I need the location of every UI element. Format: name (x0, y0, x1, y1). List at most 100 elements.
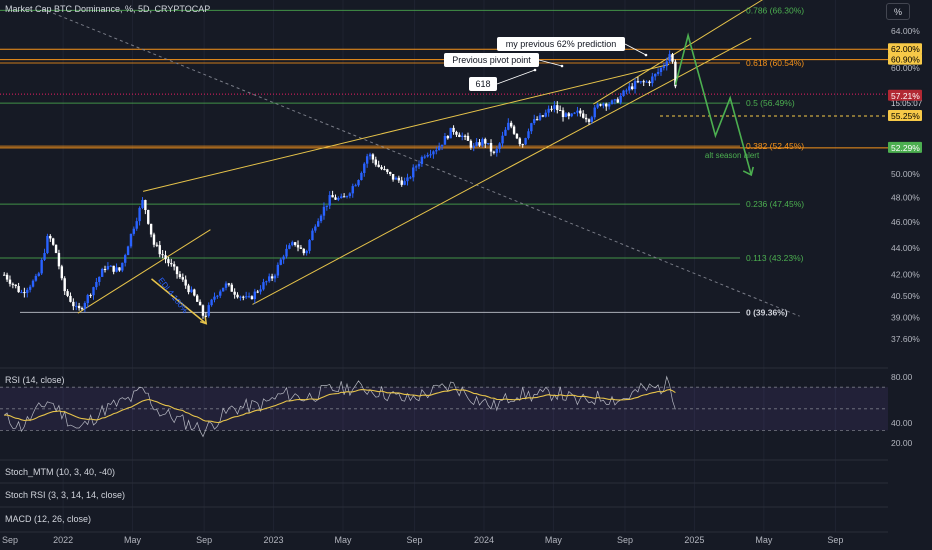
candle-body (414, 166, 418, 168)
candle-body (656, 71, 660, 74)
candle-body (201, 305, 205, 316)
candle-body (495, 148, 498, 153)
candle-body (141, 200, 144, 208)
candle-body (576, 110, 579, 113)
candle-body (299, 247, 303, 249)
x-tick-label: Sep (196, 535, 212, 545)
macd-label[interactable]: MACD (12, 26, close) (5, 514, 92, 524)
fib618-callout-pointer-dot (533, 68, 537, 72)
candle-body (348, 193, 352, 197)
candle-body (302, 248, 305, 254)
fib-label: 0.618 (60.54%) (746, 58, 804, 68)
candle-body (564, 113, 568, 118)
candle-body (538, 115, 542, 120)
candle-body (455, 131, 458, 135)
candle-body (619, 95, 622, 103)
candle-body (489, 143, 493, 152)
time-axis[interactable]: Sep 2022 May Sep 2023 May Sep 2024 May Sep 2025 May… (0, 531, 888, 545)
candle-body (394, 177, 398, 180)
candle-body (112, 265, 115, 272)
candle-body (357, 180, 360, 186)
x-tick-label: Sep (407, 535, 423, 545)
candle-body (40, 259, 43, 274)
candle-body (103, 268, 107, 270)
candle-body (579, 110, 582, 114)
candle-body (599, 104, 602, 106)
candle-body (642, 81, 645, 83)
stoch-rsi-label[interactable]: Stoch RSI (3, 3, 14, 14, close) (5, 490, 126, 500)
candle-body (501, 135, 504, 144)
old-channel-line (77, 229, 211, 314)
price-axis[interactable]: 64.00%62.00%60.00%57.37%55.25%52.29%50.0… (888, 26, 928, 344)
candle-body (492, 151, 496, 153)
candle-body (397, 177, 401, 181)
y-tick-label: 44.00% (891, 243, 920, 253)
candle-body (43, 253, 46, 260)
candle-body (276, 264, 280, 276)
candle-body (296, 244, 300, 248)
candle-body (383, 169, 386, 171)
candle-body (28, 286, 32, 290)
candle-body (75, 305, 78, 307)
candle-body (158, 245, 161, 255)
chart-title: Market Cap BTC Dominance, %, 5D, CRYPTOC… (5, 4, 211, 14)
candle-body (17, 286, 20, 293)
pivot-callout-pointer (538, 59, 563, 67)
x-tick-label: Sep (2, 535, 18, 545)
candle-body (135, 221, 138, 229)
candle-body (138, 207, 141, 222)
candle-body (51, 238, 55, 245)
candle-body (363, 163, 366, 173)
candle-body (481, 139, 484, 146)
price-badge-bg (888, 89, 922, 101)
candle-body (72, 301, 75, 307)
candle-body (596, 104, 599, 108)
candle-body (256, 291, 259, 293)
candle-body (247, 296, 251, 298)
candle-body (633, 81, 637, 89)
candle-body (106, 266, 110, 270)
candle-body (509, 122, 513, 127)
wedge-upper-line (142, 63, 670, 192)
candle-body (469, 140, 473, 148)
candle-body (216, 295, 219, 297)
rsi-label[interactable]: RSI (14, close) (5, 375, 65, 385)
candle-body (210, 299, 213, 306)
candle-body (3, 274, 6, 276)
candle-body (46, 235, 49, 254)
fib-label: 0.786 (66.30%) (746, 5, 804, 15)
candle-body (325, 205, 329, 207)
candle-body (175, 266, 179, 275)
stoch-mtm-label[interactable]: Stoch_MTM (10, 3, 40, -40) (5, 467, 116, 477)
candle-body (340, 196, 343, 199)
candle-body (639, 81, 643, 83)
candle-body (144, 200, 147, 211)
rsi-pane: 80.00 40.00 20.00 (0, 367, 913, 508)
candle-body (504, 129, 507, 136)
candle-body (115, 267, 118, 272)
candle-body (458, 134, 461, 138)
y-tick-label: 39.00% (891, 313, 920, 323)
candlestick-series (3, 50, 677, 319)
candle-body (556, 105, 559, 111)
y-tick-label: 40.50% (891, 291, 920, 301)
candle-body (573, 112, 576, 114)
pivot-callout-box (444, 53, 539, 67)
candle-body (512, 126, 516, 134)
price-badge-bg (888, 141, 922, 153)
candle-body (630, 86, 634, 89)
candle-body (193, 289, 196, 296)
candle-body (452, 127, 455, 132)
candle-body (400, 180, 403, 185)
x-tick-label: 2023 (264, 535, 284, 545)
candle-body (636, 81, 640, 83)
candle-body (486, 143, 490, 145)
candle-body (118, 267, 121, 271)
candle-body (671, 54, 674, 62)
candle-body (244, 296, 248, 298)
candle-body (584, 117, 588, 120)
prediction-callout-text: my previous 62% prediction (506, 39, 617, 49)
percent-scale-button[interactable]: % (886, 3, 910, 20)
fib618-callout-text: 618 (475, 79, 490, 89)
